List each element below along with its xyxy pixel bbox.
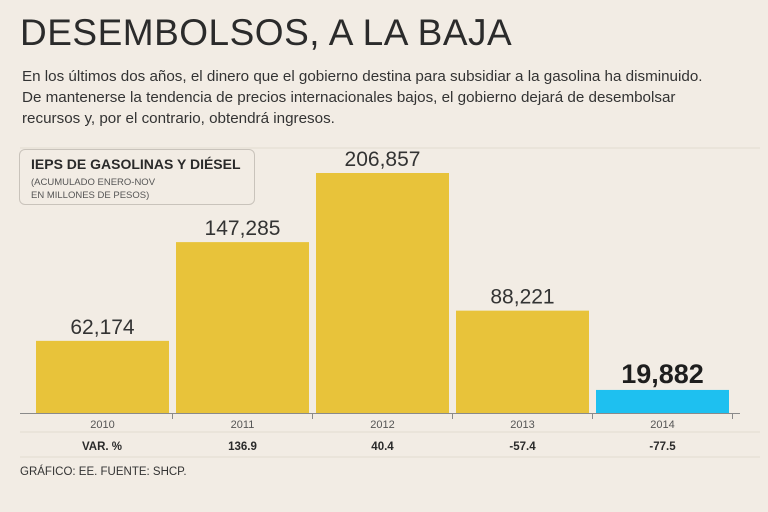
x-tick-label: 2012 (370, 419, 394, 431)
data-label: 206,857 (345, 148, 421, 171)
description-line: recursos y, por el contrario, obtendrá i… (22, 110, 335, 127)
var-value: -57.4 (509, 441, 536, 453)
x-tick-label: 2014 (650, 419, 674, 431)
var-label: VAR. % (82, 441, 122, 453)
var-value: 40.4 (371, 441, 394, 453)
chart-title: DESEMBOLSOS, A LA BAJA (20, 12, 513, 53)
legend-title: IEPS DE GASOLINAS Y DIÉSEL (31, 156, 241, 172)
x-tick-label: 2013 (510, 419, 534, 431)
data-label: 88,221 (490, 286, 554, 309)
data-label: 19,882 (621, 359, 704, 389)
legend-subtitle: (ACUMULADO ENERO-NOV EN MILLONES DE PESO… (31, 176, 241, 202)
legend-subtitle-line: (ACUMULADO ENERO-NOV (31, 177, 156, 188)
data-label: 147,285 (205, 217, 281, 240)
description-line: De mantenerse la tendencia de precios in… (22, 89, 676, 106)
var-value: 136.9 (228, 441, 257, 453)
bar-2012 (316, 173, 449, 413)
bar-2010 (36, 340, 169, 413)
legend-box: IEPS DE GASOLINAS Y DIÉSEL (ACUMULADO EN… (19, 149, 255, 205)
description: En los últimos dos años, el dinero que e… (22, 66, 757, 129)
legend-subtitle-line: EN MILLONES DE PESOS) (31, 190, 150, 201)
x-tick-label: 2011 (231, 419, 255, 431)
data-label: 62,174 (70, 316, 135, 339)
x-tick-label: 2010 (90, 419, 114, 431)
var-value: -77.5 (649, 441, 676, 453)
bar-2013 (456, 310, 589, 413)
bar-2014 (596, 389, 729, 413)
description-line: En los últimos dos años, el dinero que e… (22, 68, 703, 85)
bar-2011 (176, 242, 309, 413)
source-footer: GRÁFICO: EE. FUENTE: SHCP. (20, 466, 187, 478)
